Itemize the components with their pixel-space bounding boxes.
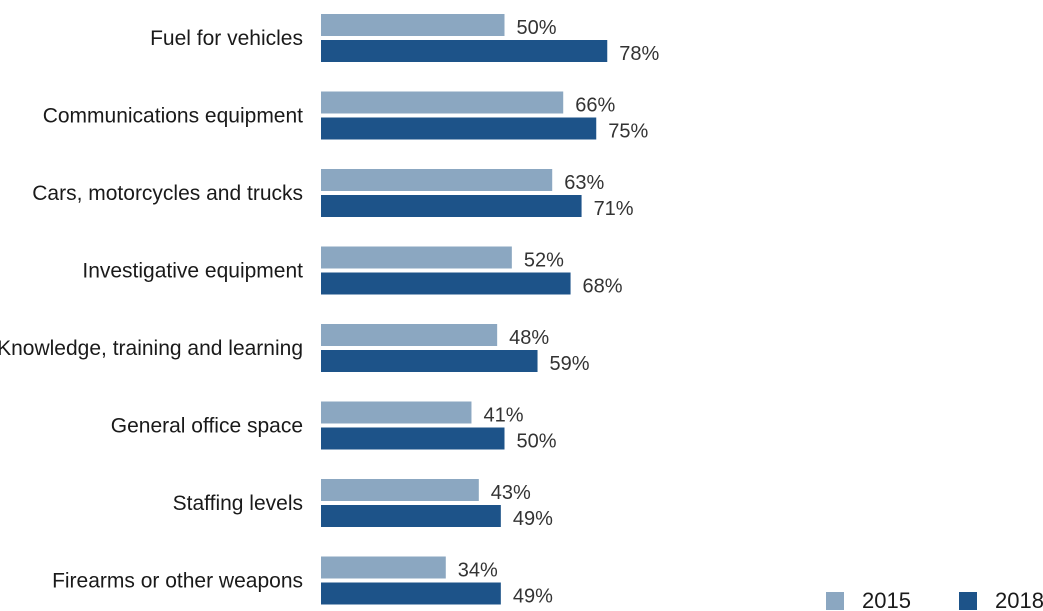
category-label: Firearms or other weapons (52, 570, 303, 593)
bar-2018 (321, 427, 505, 450)
legend-swatch-2015 (826, 592, 844, 610)
value-label: 78% (619, 43, 659, 65)
category-label: General office space (111, 415, 303, 438)
value-label: 43% (491, 482, 531, 504)
value-label: 75% (608, 121, 648, 143)
legend: 2015 2018 (826, 588, 1043, 611)
bar-2018 (321, 582, 501, 605)
category-label: Investigative equipment (82, 260, 303, 283)
value-label: 52% (524, 250, 564, 272)
category-label: Communications equipment (43, 105, 303, 128)
legend-label: 2015 (862, 588, 911, 611)
category-label: Knowledge, training and learning (0, 337, 303, 360)
value-label: 66% (575, 95, 615, 117)
bar-2018 (321, 505, 501, 527)
bar-2018 (321, 40, 608, 62)
value-label: 49% (513, 508, 553, 530)
bar-2015 (321, 169, 553, 191)
bars (321, 14, 608, 605)
value-label: 50% (517, 431, 557, 453)
bar-2015 (321, 401, 472, 424)
value-label: 48% (509, 327, 549, 349)
bar-2018 (321, 350, 538, 372)
bar-2018 (321, 195, 582, 217)
bar-2015 (321, 479, 479, 501)
legend-swatch-2018 (959, 592, 977, 610)
bar-2015 (321, 246, 512, 269)
bar-2015 (321, 91, 564, 114)
bar-2015 (321, 14, 505, 36)
value-label: 68% (583, 276, 623, 298)
category-label: Cars, motorcycles and trucks (32, 182, 303, 205)
value-labels: 50% 78% 66% 75% 63% 71% 52% 68% 48%59% 41% 50% 43% 4… (458, 17, 660, 608)
category-labels: Fuel for vehicles Communications equipmen… (0, 27, 303, 593)
bar-2015 (321, 324, 498, 346)
bar-2015 (321, 556, 446, 579)
bar-2018 (321, 117, 597, 140)
value-label: 71% (594, 198, 634, 220)
legend-label: 2018 (995, 588, 1043, 611)
value-label: 49% (513, 586, 553, 608)
category-label: Fuel for vehicles (150, 27, 303, 50)
bar-2018 (321, 272, 571, 295)
value-label: 63% (564, 172, 604, 194)
value-label: 50% (517, 17, 557, 39)
category-label: Staffing levels (173, 492, 303, 515)
value-label: 34% (458, 560, 498, 582)
value-label: 41% (483, 405, 523, 427)
value-label: 59% (550, 353, 590, 375)
